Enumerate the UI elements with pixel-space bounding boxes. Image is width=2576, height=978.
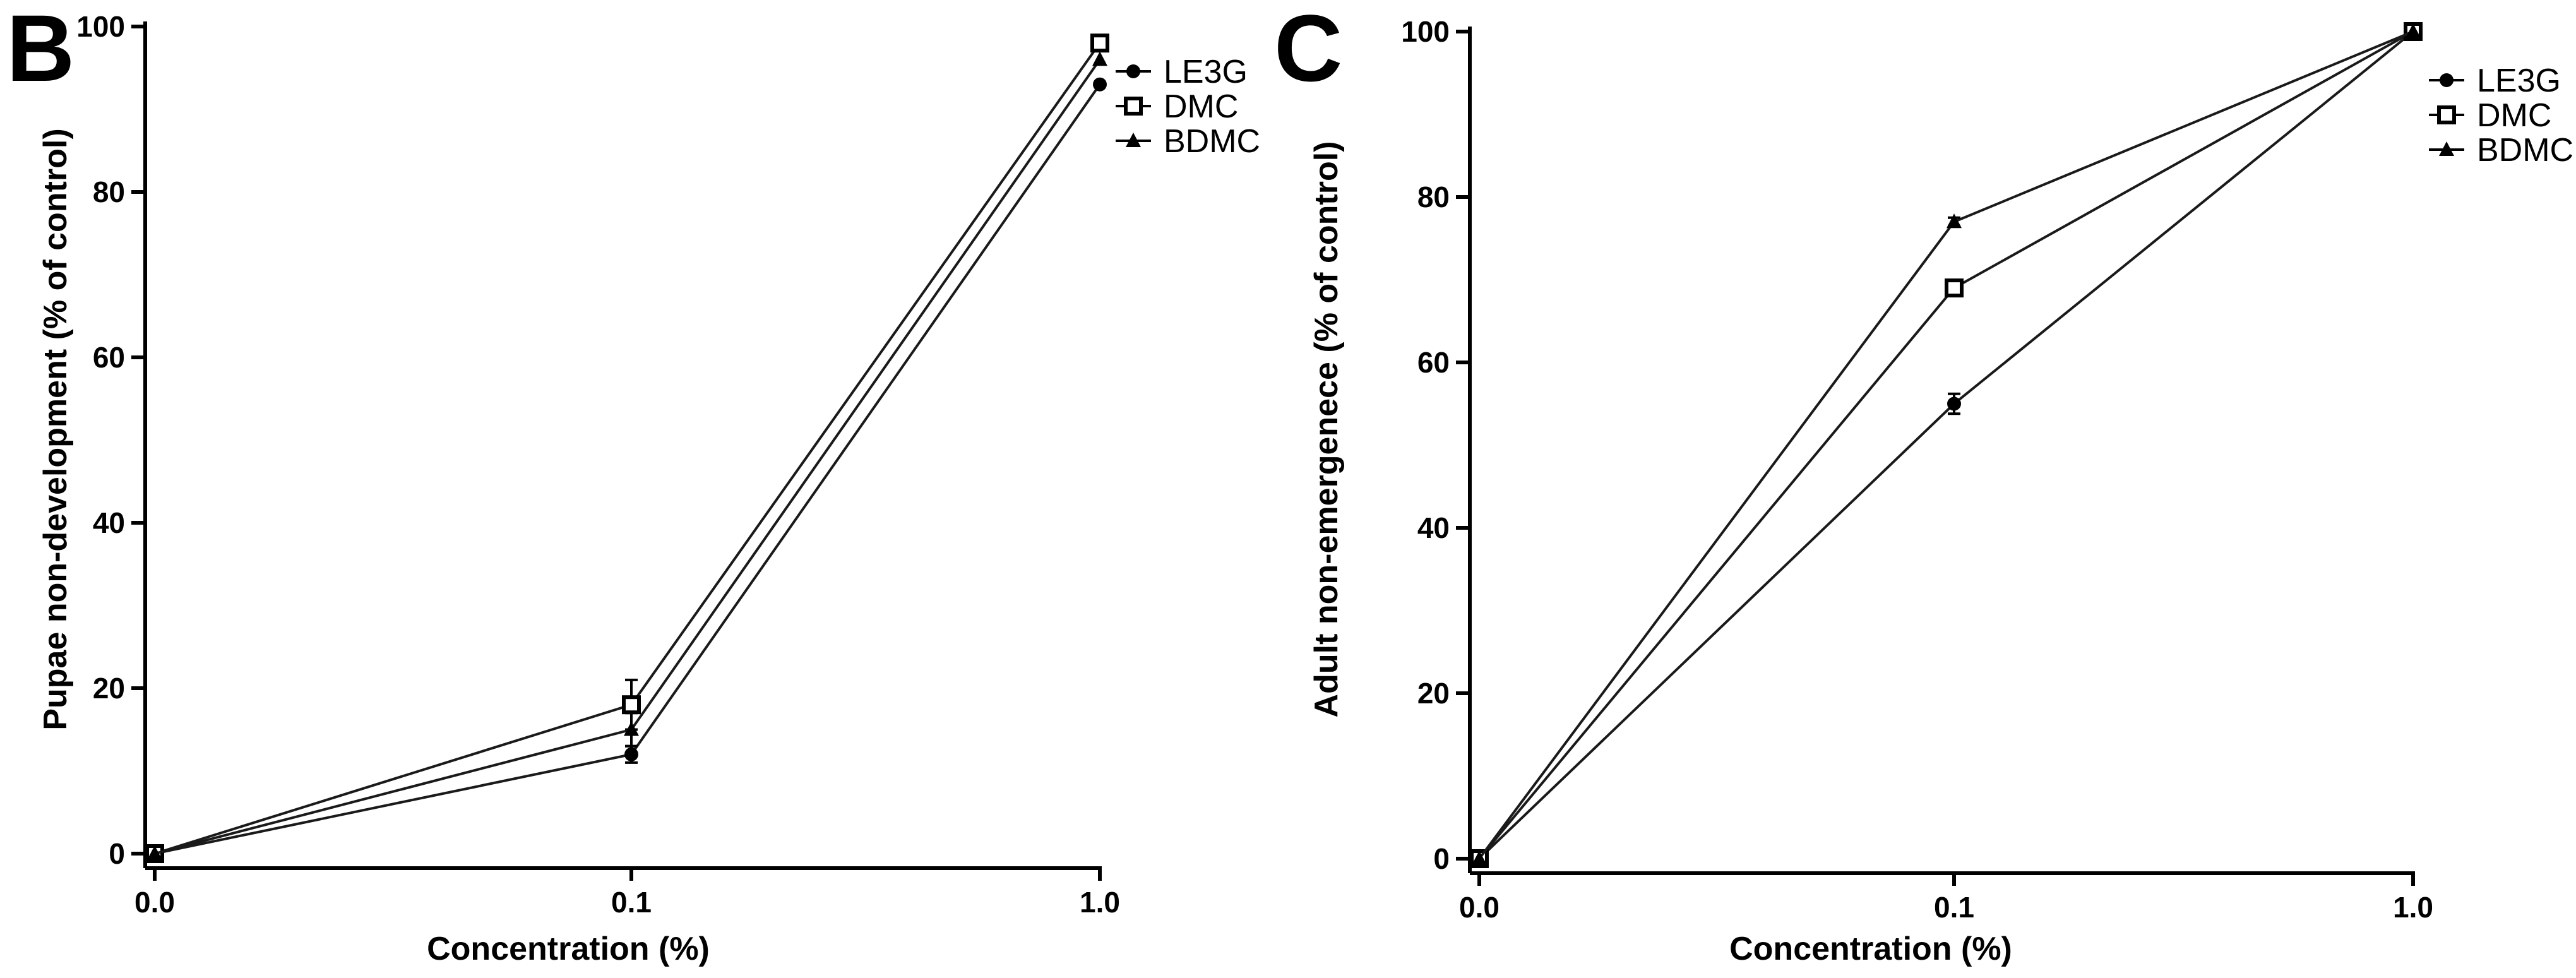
panel-c-series-le3g-point — [1947, 397, 1961, 411]
panel-b-legend-label-dmc: DMC — [1164, 88, 1238, 125]
panel-c-y-tick-label: 100 — [1401, 15, 1450, 48]
panel-b-legend-marker-circle — [1126, 64, 1140, 78]
panel-c-y-tick-label: 0 — [1433, 842, 1450, 875]
panel-b: B Pupae non-development (% of control) C… — [6, 0, 1260, 967]
panel-b-y-ticks: 0 20 40 60 80 100 — [76, 10, 145, 870]
panel-b-x-tick-label: 0.0 — [134, 886, 175, 919]
panel-c: C Adult non-emergenece (% of control) Co… — [1274, 0, 2573, 967]
panel-b-legend-item-le3g: LE3G — [1116, 54, 1248, 90]
panel-c-plot-area — [1470, 22, 2423, 868]
panel-c-series-dmc-point — [1945, 278, 1964, 298]
panel-c-y-ticks: 0 20 40 60 80 100 — [1401, 15, 1470, 875]
panel-c-y-tick-label: 80 — [1417, 181, 1450, 213]
panel-c-legend-item-bdmc: BDMC — [2429, 132, 2573, 169]
panel-c-legend-item-dmc: DMC — [2429, 97, 2551, 134]
panel-c-series-bdmc-point — [1947, 213, 1962, 229]
panel-b-y-tick-label: 100 — [76, 10, 125, 43]
panel-b-y-tick-label: 80 — [93, 176, 125, 208]
panel-b-legend-marker-open-square — [1124, 97, 1143, 116]
panel-c-axes — [1468, 27, 2415, 875]
panel-c-legend-marker-triangle — [2439, 141, 2454, 156]
panel-c-legend-item-le3g: LE3G — [2429, 63, 2561, 99]
panel-c-x-ticks: 0.0 0.1 1.0 — [1459, 873, 2433, 924]
panel-c-x-tick-label: 1.0 — [2393, 891, 2433, 924]
panel-b-series-dmc-point — [622, 695, 641, 715]
panel-c-x-axis-title: Concentration (%) — [1729, 931, 2012, 967]
panel-c-legend-label-bdmc: BDMC — [2477, 132, 2573, 169]
panel-c-x-tick-label: 0.1 — [1934, 891, 1974, 924]
panel-c-series-dmc-line — [1478, 30, 2414, 860]
panel-c-series-bdmc-point — [2406, 23, 2421, 38]
panel-b-series-le3g-line — [154, 83, 1101, 855]
panel-b-plot-area — [145, 33, 1109, 863]
panel-c-series-bdmc-point — [1472, 850, 1487, 865]
panel-c-series-le3g-line — [1478, 30, 2414, 860]
panel-b-series-le3g-point — [624, 747, 638, 761]
panel-c-legend-label-dmc: DMC — [2477, 97, 2551, 134]
panel-b-series-bdmc-point — [1092, 51, 1107, 66]
panel-b-legend-label-bdmc: BDMC — [1164, 123, 1260, 160]
panel-c-y-tick-label: 60 — [1417, 346, 1450, 379]
panel-c-legend-marker-circle — [2440, 73, 2454, 87]
panel-b-legend-label-le3g: LE3G — [1164, 54, 1248, 90]
panel-b-x-ticks: 0.0 0.1 1.0 — [134, 868, 1120, 919]
panel-b-legend-marker-triangle — [1126, 133, 1141, 147]
panel-c-y-axis-title: Adult non-emergenece (% of control) — [1308, 141, 1345, 718]
panel-c-letter: C — [1274, 0, 1342, 101]
panel-b-y-axis-title: Pupae non-development (% of control) — [37, 128, 74, 730]
panel-b-x-tick-label: 0.1 — [611, 886, 652, 919]
panel-b-legend-item-dmc: DMC — [1116, 88, 1238, 125]
panel-b-legend-item-bdmc: BDMC — [1116, 123, 1260, 160]
panel-b-x-axis-title: Concentration (%) — [427, 931, 710, 967]
panel-c-legend-label-le3g: LE3G — [2477, 63, 2561, 99]
panel-b-series-bdmc-point — [147, 845, 162, 860]
panel-b-series-dmc-point — [1090, 33, 1109, 53]
panel-b-letter: B — [6, 0, 75, 101]
panel-c-y-tick-label: 20 — [1417, 677, 1450, 710]
panel-b-y-tick-label: 60 — [93, 341, 125, 374]
panel-b-y-tick-label: 20 — [93, 672, 125, 705]
panel-b-y-tick-label: 40 — [93, 506, 125, 539]
panel-c-series-bdmc-line — [1478, 30, 2414, 860]
panel-b-axes — [143, 21, 1102, 870]
panel-c-y-tick-label: 40 — [1417, 511, 1450, 544]
panel-b-x-tick-label: 1.0 — [1080, 886, 1120, 919]
panel-b-series-le3g-point — [1093, 77, 1107, 92]
panel-b-y-tick-label: 0 — [109, 837, 125, 870]
panel-b-series-bdmc-point — [624, 721, 639, 736]
panel-c-x-tick-label: 0.0 — [1459, 891, 1500, 924]
panel-c-legend-marker-open-square — [2437, 105, 2456, 124]
